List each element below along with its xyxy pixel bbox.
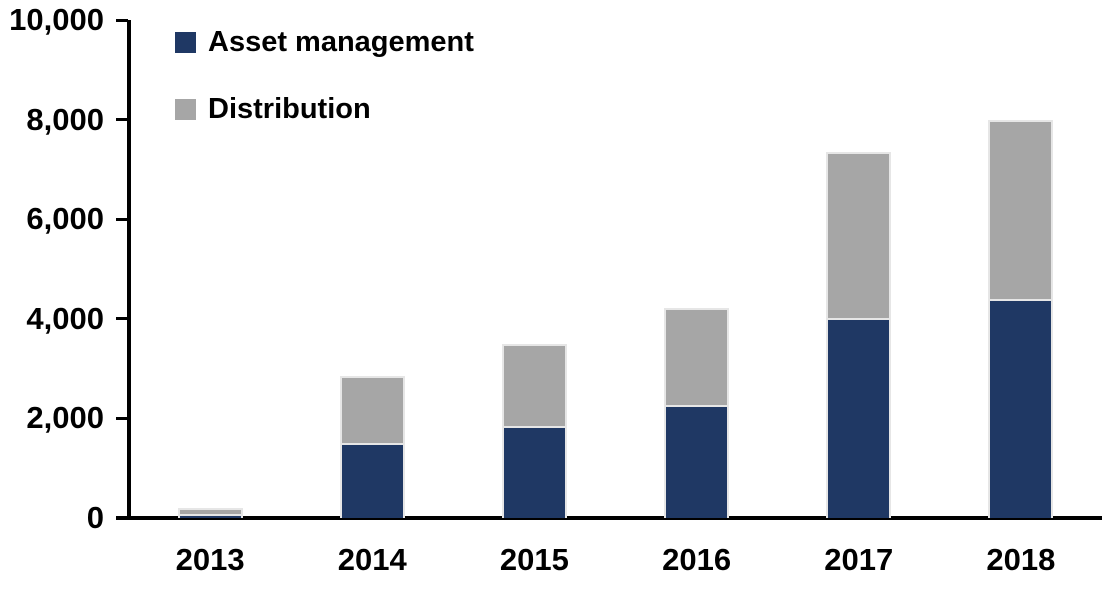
y-tick-label: 6,000	[26, 201, 104, 237]
bar-segment-2018-asset-management	[988, 298, 1054, 518]
bar-segment-2013-distribution	[177, 508, 243, 514]
legend-swatch-asset-management-icon	[175, 31, 196, 53]
x-tick-label-2018: 2018	[986, 542, 1056, 577]
bar-segment-2015-distribution	[501, 343, 567, 426]
bar-segment-2014-asset-management	[339, 442, 405, 518]
bar-segment-2013-asset-management	[177, 514, 243, 518]
legend-swatch-distribution-icon	[175, 98, 196, 120]
bar-segment-2017-asset-management	[826, 317, 892, 518]
bar-segment-2016-distribution	[664, 307, 730, 405]
y-tick-mark	[116, 118, 128, 122]
y-tick-label: 10,000	[9, 2, 104, 37]
y-tick-label: 4,000	[26, 300, 104, 336]
legend-item-asset-management: Asset management	[175, 25, 474, 58]
y-tick-mark	[116, 217, 128, 221]
x-tick-label-2017: 2017	[824, 542, 894, 577]
legend-item-distribution: Distribution	[175, 92, 474, 125]
bar-segment-2018-distribution	[988, 119, 1054, 299]
bar-segment-2017-distribution	[826, 151, 892, 318]
x-tick-label-2013: 2013	[175, 542, 245, 577]
legend: Asset management Distribution	[175, 25, 474, 162]
legend-label-asset-management: Asset management	[208, 25, 474, 58]
y-tick-label: 2,000	[26, 400, 104, 436]
bar-segment-2016-asset-management	[664, 404, 730, 518]
x-axis-line	[116, 516, 1102, 520]
y-tick-mark	[116, 317, 128, 321]
y-tick-mark	[116, 416, 128, 420]
bar-segment-2014-distribution	[339, 376, 405, 443]
x-tick-label-2016: 2016	[662, 542, 732, 577]
legend-label-distribution: Distribution	[208, 92, 371, 125]
y-tick-label: 8,000	[26, 101, 104, 137]
x-tick-label-2015: 2015	[499, 542, 569, 577]
bar-segment-2015-asset-management	[501, 425, 567, 518]
x-tick-label-2014: 2014	[337, 542, 407, 577]
y-axis-line	[127, 20, 131, 520]
y-tick-mark	[116, 18, 128, 22]
y-tick-label: 0	[86, 500, 104, 535]
